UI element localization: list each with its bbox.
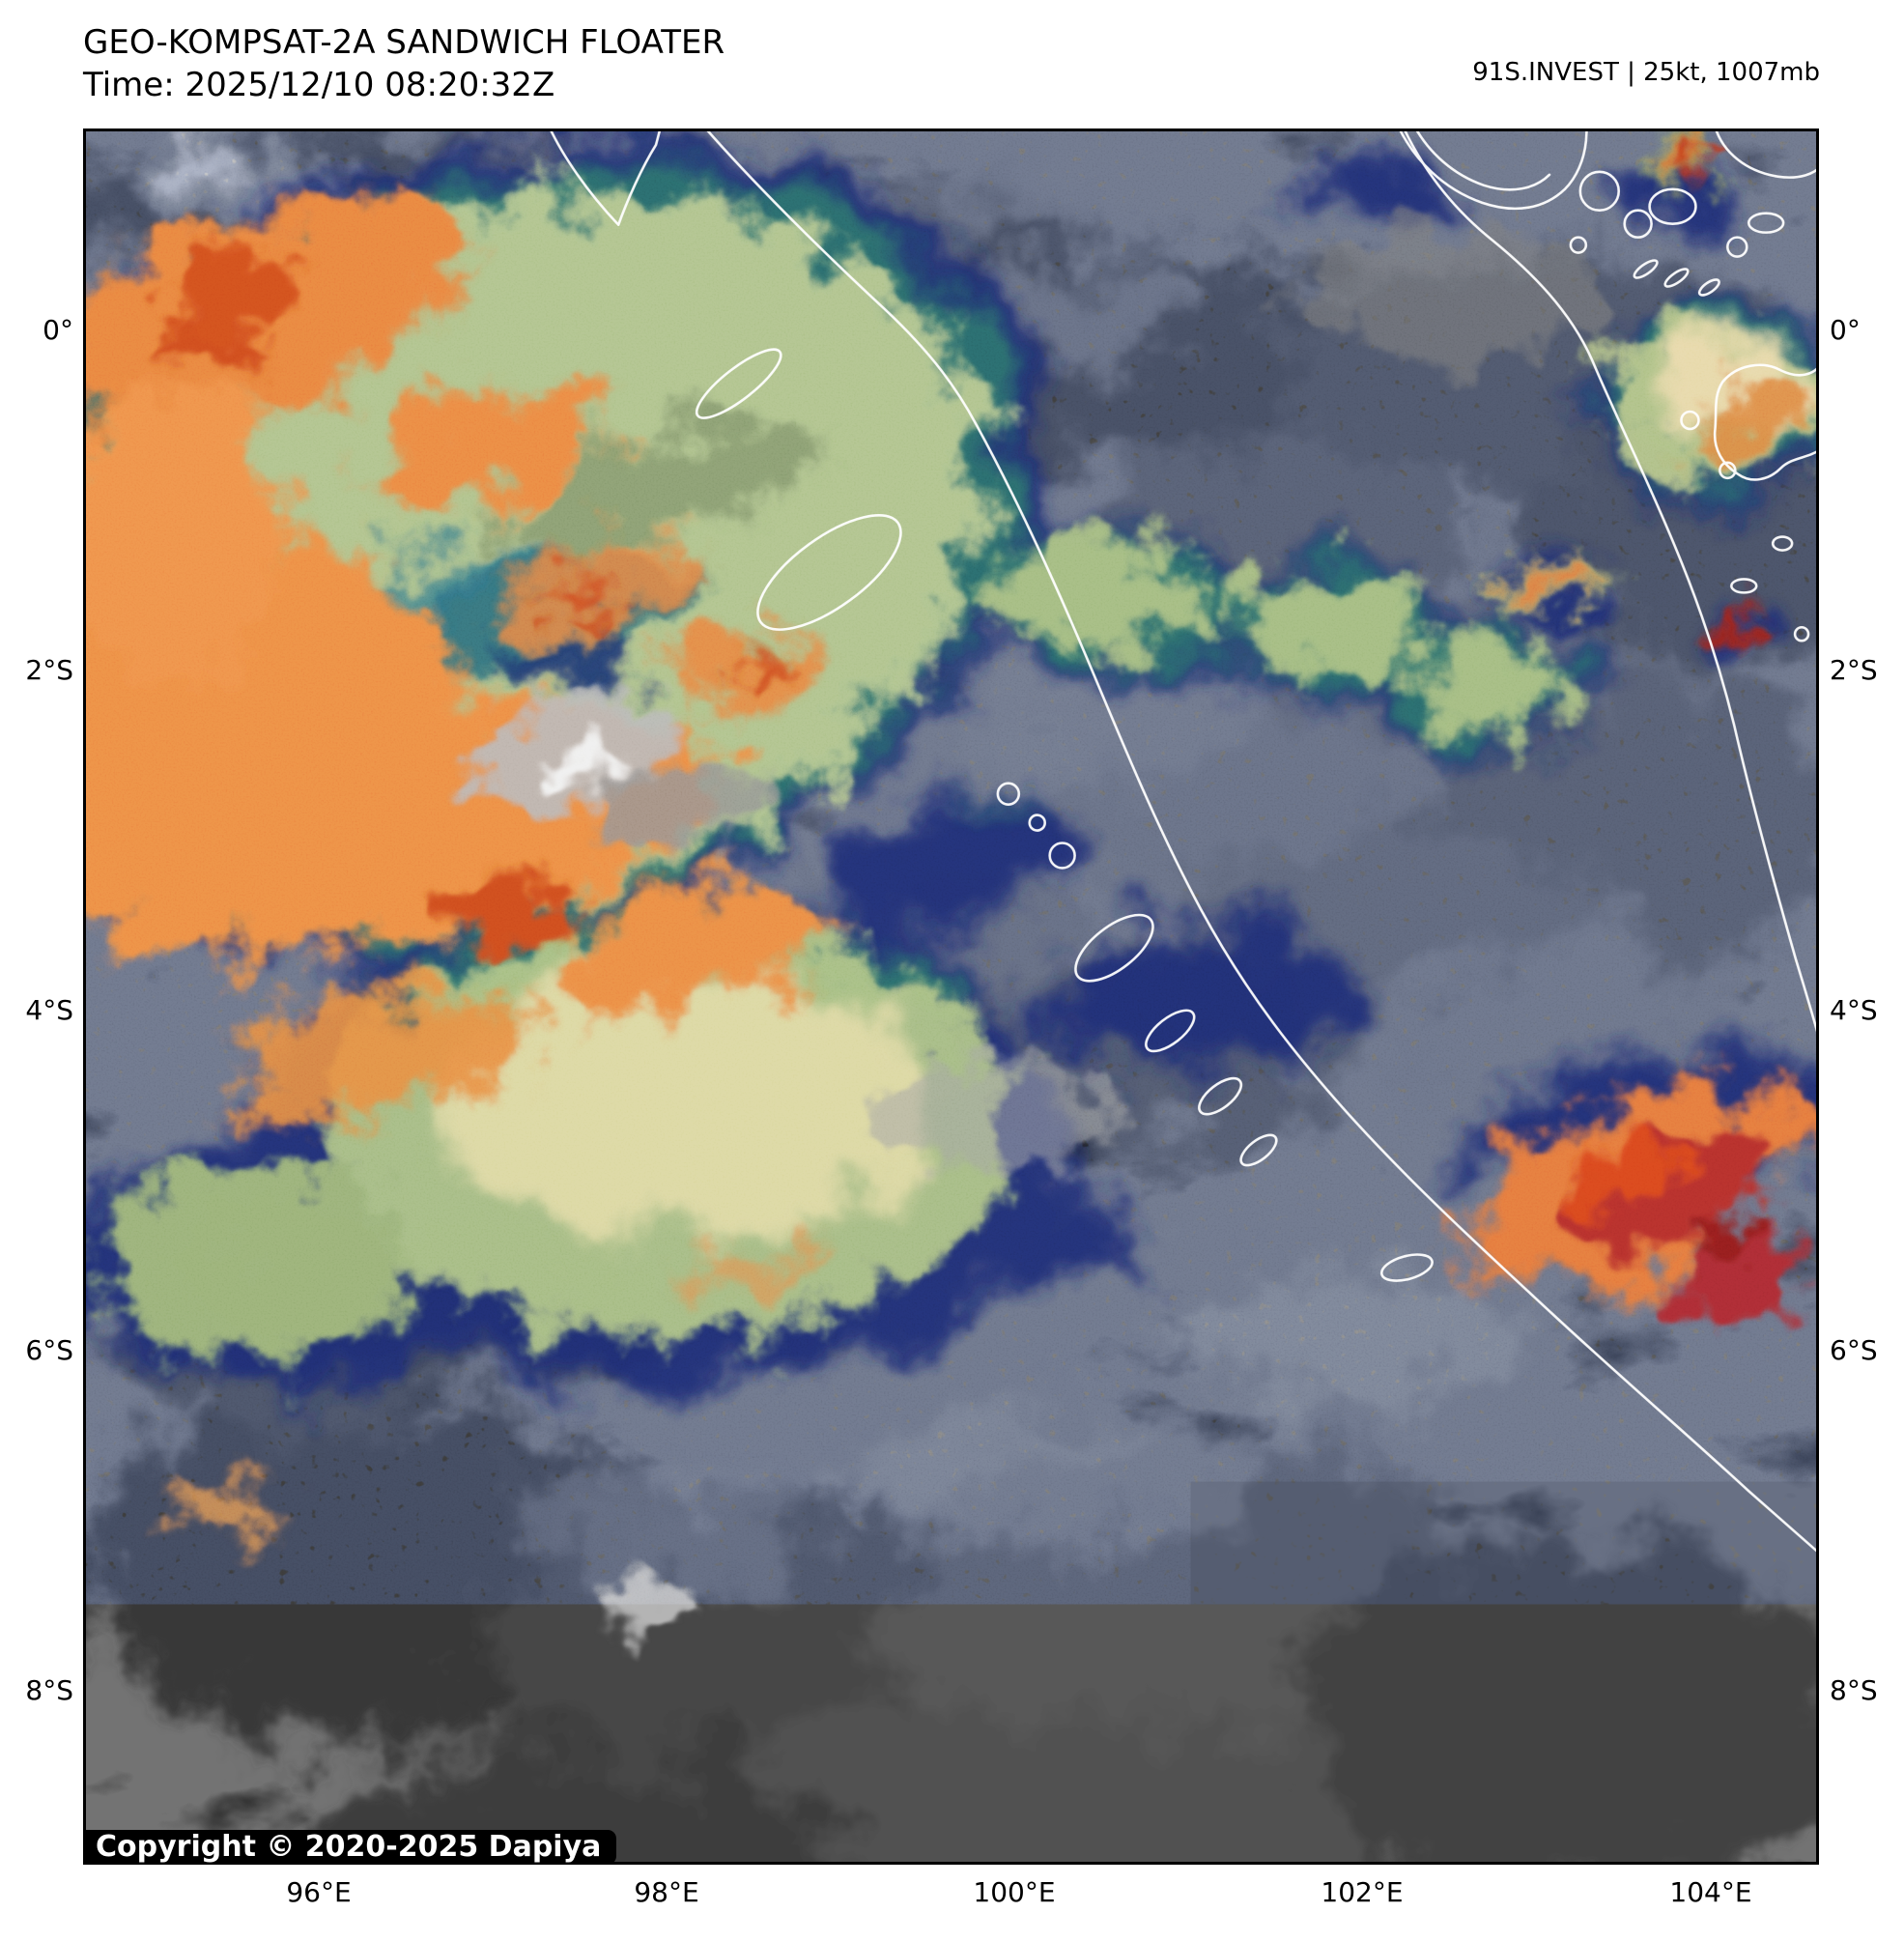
lon-tick-102e: 102°E	[1294, 1876, 1430, 1909]
satellite-composite	[86, 131, 1816, 1862]
lat-tick-right-2s: 2°S	[1830, 654, 1904, 687]
lon-tick-104e: 104°E	[1643, 1876, 1778, 1909]
figure-header: GEO-KOMPSAT-2A SANDWICH FLOATER Time: 20…	[83, 21, 725, 106]
satellite-image	[83, 128, 1819, 1865]
lat-tick-right-4s: 4°S	[1830, 994, 1904, 1027]
lat-tick-right-6s: 6°S	[1830, 1334, 1904, 1367]
satellite-floater-page: GEO-KOMPSAT-2A SANDWICH FLOATER Time: 20…	[0, 0, 1904, 1941]
lat-tick-right-0: 0°	[1830, 314, 1904, 347]
lat-tick-left-2s: 2°S	[0, 654, 73, 687]
lon-tick-98e: 98°E	[599, 1876, 734, 1909]
lat-tick-left-4s: 4°S	[0, 994, 73, 1027]
lat-tick-left-6s: 6°S	[0, 1334, 73, 1367]
ir-grain-texture	[86, 131, 1816, 1862]
lat-tick-left-0: 0°	[0, 314, 73, 347]
lat-tick-left-8s: 8°S	[0, 1674, 73, 1707]
storm-info-label: 91S.INVEST | 25kt, 1007mb	[1472, 58, 1820, 87]
lat-tick-right-8s: 8°S	[1830, 1674, 1904, 1707]
lon-tick-100e: 100°E	[947, 1876, 1082, 1909]
lon-tick-96e: 96°E	[251, 1876, 386, 1909]
copyright-badge: Copyright © 2020-2025 Dapiya	[86, 1830, 616, 1865]
timestamp-label: Time: 2025/12/10 08:20:32Z	[83, 64, 725, 106]
page-title: GEO-KOMPSAT-2A SANDWICH FLOATER	[83, 21, 725, 64]
